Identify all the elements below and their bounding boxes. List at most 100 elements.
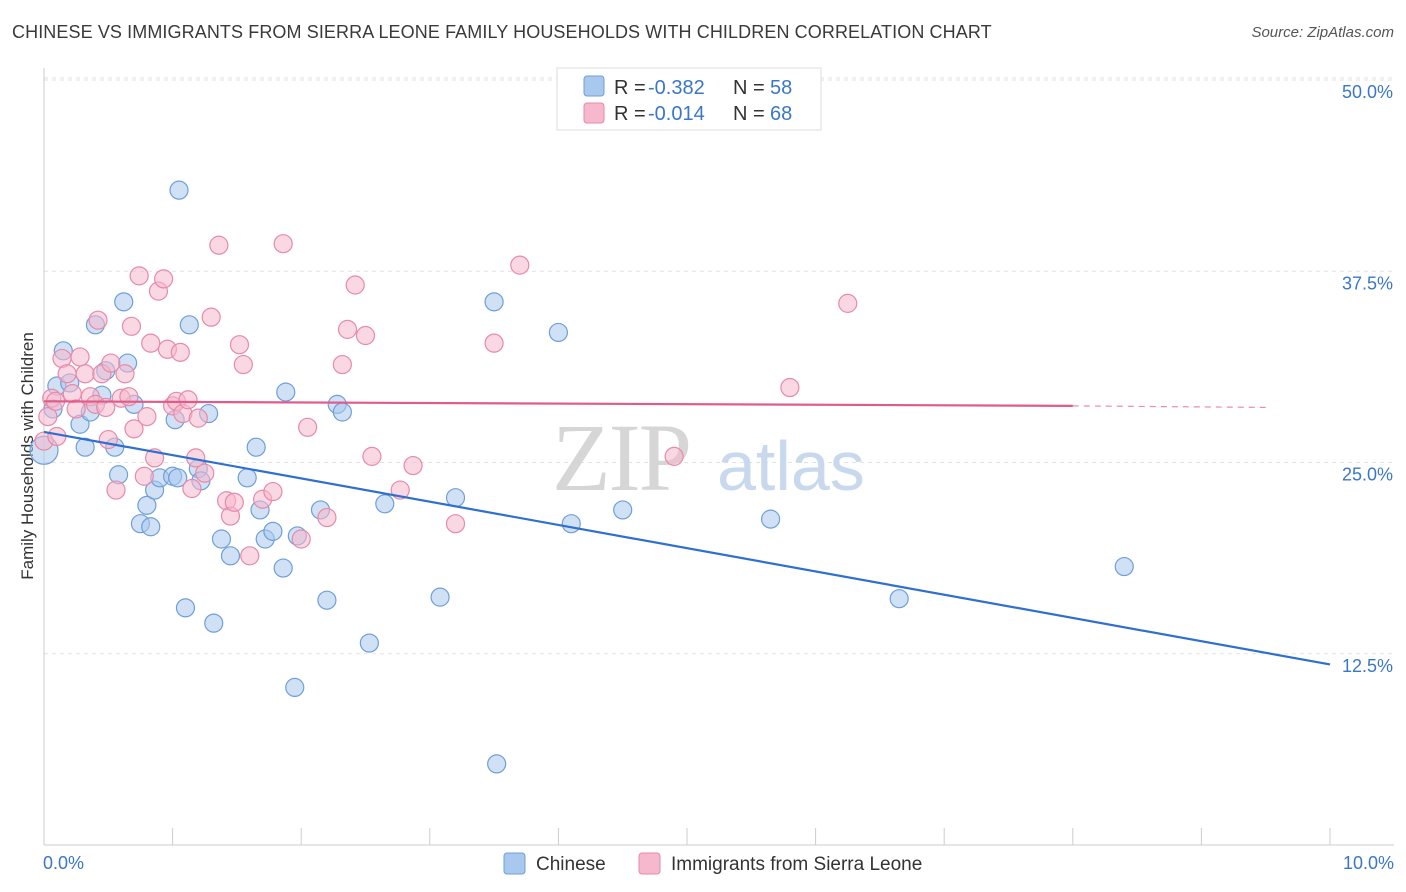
chinese-point — [548, 322, 569, 343]
sierra-leone-point — [153, 269, 174, 289]
sierra-leone-point — [780, 377, 800, 398]
chinese-point — [317, 590, 337, 610]
legend-box: R = -0.382 N = 58 R = -0.014 N = 68 — [556, 67, 822, 131]
sierra-leone-point — [291, 529, 311, 549]
chart-source: Source: ZipAtlas.com — [1251, 24, 1394, 41]
bottom-legend-label-chinese: Chinese — [536, 854, 606, 875]
chinese-point — [889, 589, 909, 609]
chinese-point — [137, 495, 157, 515]
chinese-point — [484, 292, 504, 312]
chinese-point — [114, 292, 134, 312]
sierra-leone-point — [195, 463, 215, 483]
legend-swatch-chinese — [583, 75, 605, 97]
x-tick-label-max: 10.0% — [1343, 853, 1394, 873]
sierra-leone-point — [88, 310, 108, 330]
bottom-legend-swatch-sierra-leone — [638, 852, 661, 875]
sierra-leone-point — [355, 325, 376, 346]
sierra-leone-point — [47, 426, 67, 447]
sierra-leone-point — [96, 397, 116, 418]
chinese-point — [561, 514, 581, 534]
chinese-trend-line — [43, 430, 1331, 666]
sierra-leone-point — [137, 407, 157, 427]
bottom-legend: Chinese Immigrants from Sierra Leone — [503, 852, 922, 875]
chinese-point — [168, 468, 188, 488]
legend-swatch-sierra-leone — [583, 102, 605, 124]
sierra-leone-point — [75, 364, 95, 384]
chinese-point — [613, 500, 633, 520]
chinese-point — [204, 613, 224, 633]
sierra-leone-point — [484, 333, 504, 353]
chinese-point — [220, 546, 241, 566]
sierra-leone-point — [229, 335, 250, 355]
y-tick-label: 37.5% — [1342, 273, 1393, 293]
sierra-leone-point — [445, 514, 466, 534]
legend-n-label-sierra-leone: N = — [733, 103, 765, 125]
legend-n-value-chinese: 58 — [770, 77, 792, 99]
y-tick-label: 50.0% — [1342, 82, 1393, 102]
sierra-leone-point — [201, 307, 221, 327]
sierra-leone-point — [182, 478, 202, 499]
sierra-leone-point — [98, 429, 118, 450]
sierra-leone-point — [57, 364, 77, 384]
sierra-leone-point — [664, 446, 684, 466]
legend-r-label-chinese: R = — [614, 77, 646, 99]
chinese-point — [430, 587, 450, 607]
sierra-leone-point — [224, 492, 244, 512]
sierra-leone-point — [337, 319, 358, 339]
sierra-leone-point — [115, 364, 135, 384]
watermark: ZIP atlas — [552, 404, 865, 511]
trend-lines — [43, 400, 1331, 666]
sierra-leone-point — [106, 480, 126, 500]
sierra-leone-point — [121, 316, 142, 336]
sierra-leone-point — [38, 407, 58, 427]
chinese-point — [141, 517, 161, 537]
chinese-point — [179, 315, 199, 335]
sierra-leone-point — [362, 446, 382, 466]
chinese-point — [332, 402, 352, 422]
sierra-leone-point — [141, 333, 161, 353]
chinese-point — [487, 754, 507, 774]
sierra-leone-point — [170, 342, 190, 362]
sierra-leone-point — [263, 481, 283, 502]
sierra-leone-point — [838, 293, 858, 313]
chinese-point — [237, 468, 257, 488]
sierra-leone-point — [233, 354, 253, 375]
sierra-leone-point — [510, 255, 530, 275]
chinese-point — [445, 488, 466, 508]
chinese-point — [169, 180, 189, 200]
sierra-leone-trend-line — [43, 400, 1073, 407]
sierra-leone-point — [101, 353, 121, 373]
x-tick-label-min: 0.0% — [43, 853, 84, 873]
chinese-point — [359, 633, 379, 653]
sierra-leone-point — [66, 399, 86, 419]
axes — [43, 68, 1394, 846]
sierra-leone-point — [345, 275, 365, 295]
sierra-leone-point — [332, 354, 352, 375]
sierra-leone-point — [124, 419, 144, 439]
chinese-point — [273, 558, 293, 578]
sierra-leone-point — [209, 235, 229, 255]
legend-r-label-sierra-leone: R = — [614, 103, 646, 125]
sierra-leone-point — [70, 347, 90, 367]
sierra-leone-point — [129, 266, 149, 286]
sierra-leone-point — [134, 466, 154, 486]
chinese-point — [276, 382, 296, 402]
sierra-leone-point — [119, 387, 139, 407]
bottom-legend-swatch-chinese — [503, 852, 526, 875]
sierra-leone-point — [240, 546, 260, 566]
chinese-point — [246, 437, 266, 457]
sierra-leone-point — [403, 455, 423, 476]
sierra-leone-point — [178, 390, 198, 410]
legend-n-label-chinese: N = — [733, 77, 765, 99]
chinese-point — [285, 677, 305, 698]
legend-n-value-sierra-leone: 68 — [770, 103, 792, 125]
y-tick-labels: 12.5% 25.0% 37.5% 50.0% — [1342, 82, 1393, 676]
sierra-leone-point — [188, 408, 208, 428]
sierra-leone-trend-extension — [1072, 405, 1266, 409]
chinese-point — [175, 598, 196, 618]
watermark-atlas: atlas — [717, 427, 865, 505]
sierra-leone-point — [298, 417, 318, 437]
y-axis-label: Family Households with Children — [18, 332, 37, 580]
chinese-point — [760, 509, 781, 529]
